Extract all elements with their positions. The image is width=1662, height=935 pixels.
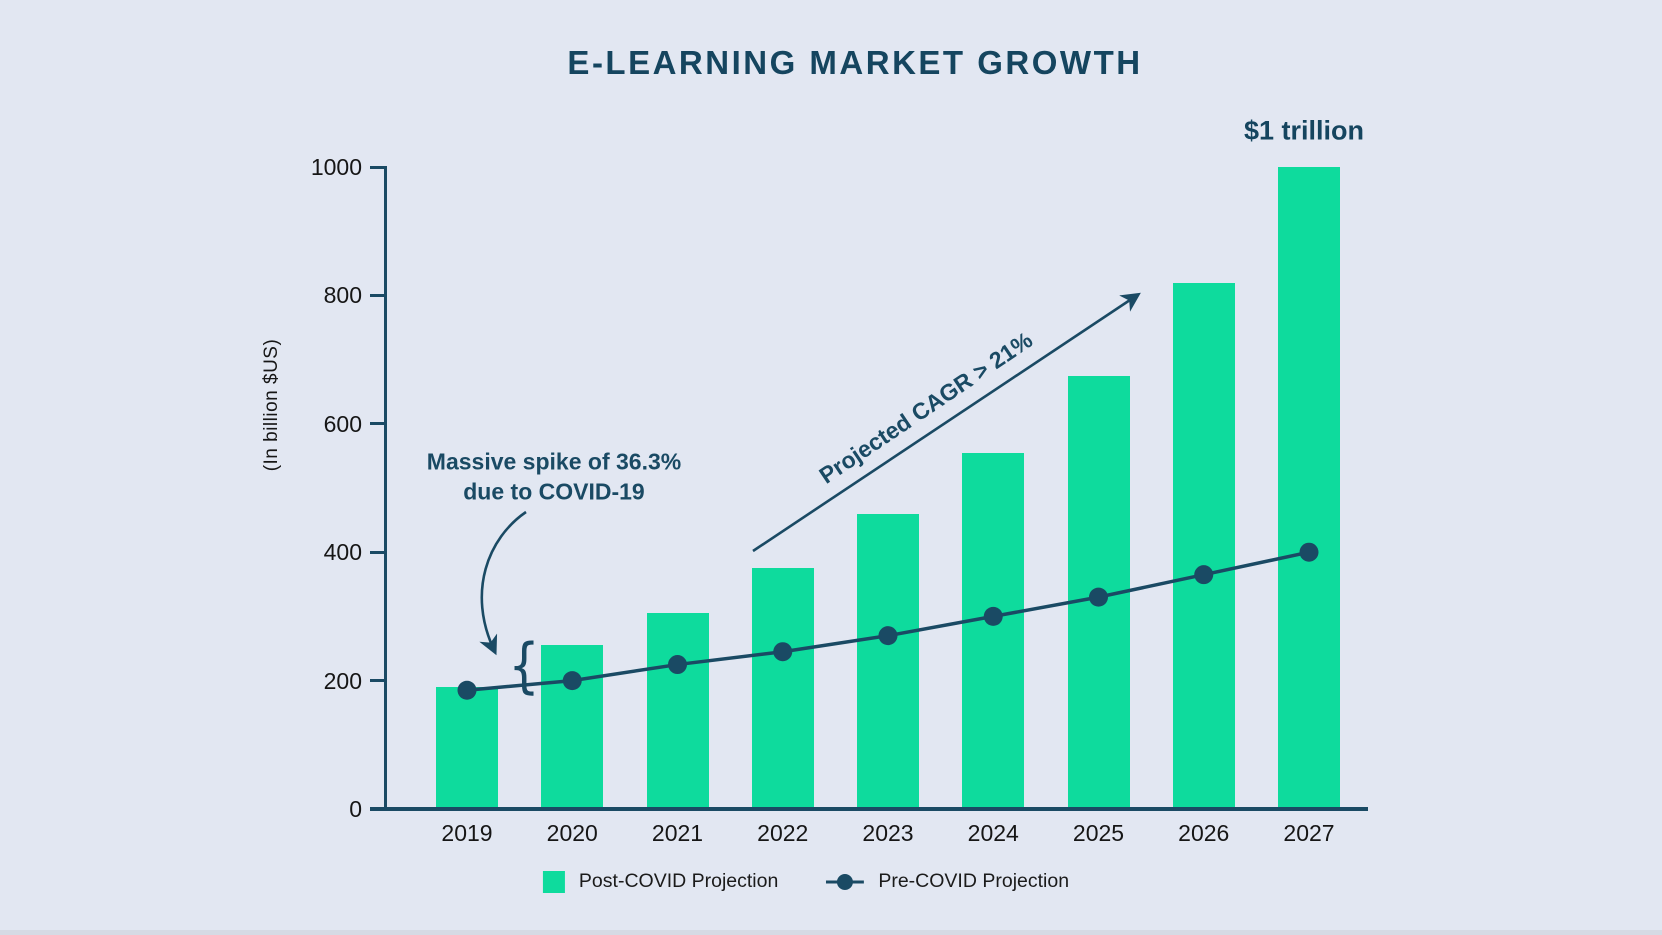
y-tick-label-600: 600 [323,410,362,437]
legend-label-post-covid: Post-COVID Projection [578,870,779,892]
annotation-covid-spike: Massive spike of 36.3% due to COVID-19 [427,447,681,508]
spike-brace-glyph: { [508,630,540,701]
legend: Post-COVID Projection Pre-COVID Projecti… [542,870,1069,893]
bar-2020 [541,645,604,809]
y-tick-mark-1000 [370,165,387,169]
x-tick-label-2027: 2027 [1283,820,1335,846]
bar-2027 [1278,167,1340,809]
chart-title: E-LEARNING MARKET GROWTH [567,44,1143,81]
annotation-covid-spike-line1: Massive spike of 36.3% [426,448,682,475]
y-axis-title: (In billion $US) [261,338,282,472]
y-axis-line [384,167,387,809]
bar-swatch-icon [542,870,565,893]
y-tick-label-800: 800 [323,282,362,309]
bar-2024 [962,452,1025,809]
y-tick-label-400: 400 [323,539,362,566]
value-callout-1-trillion: $1 trillion [1243,115,1365,146]
y-tick-mark-400 [370,550,387,554]
x-tick-label-2022: 2022 [757,820,809,846]
y-tick-label-200: 200 [323,667,362,694]
x-axis-line [370,807,1368,811]
legend-label-pre-covid: Pre-COVID Projection [878,870,1070,892]
bar-2026 [1172,282,1235,809]
bar-2022 [751,568,814,809]
bar-2025 [1067,375,1130,809]
bottom-edge-strip [0,930,1662,935]
line-dot-marker-icon [826,873,865,890]
y-tick-mark-600 [370,422,387,426]
bar-2023 [857,513,919,809]
bar-2021 [646,613,709,809]
legend-item-pre-covid: Pre-COVID Projection [826,870,1069,893]
x-tick-label-2026: 2026 [1178,820,1230,846]
x-tick-label-2019: 2019 [441,820,493,846]
x-tick-label-2020: 2020 [546,820,598,846]
x-tick-label-2023: 2023 [862,820,914,846]
legend-item-post-covid: Post-COVID Projection [542,870,779,893]
y-tick-label-1000: 1000 [310,154,362,180]
bar-2019 [436,687,498,809]
x-tick-label-2021: 2021 [651,820,704,846]
annotation-covid-spike-line2: due to COVID-19 [463,479,645,505]
y-tick-mark-200 [370,679,387,683]
y-tick-label-0: 0 [349,796,362,822]
spike-curved-arrow [479,510,527,656]
x-tick-label-2025: 2025 [1072,820,1125,846]
y-tick-mark-800 [370,293,387,297]
x-tick-label-2024: 2024 [967,820,1019,846]
